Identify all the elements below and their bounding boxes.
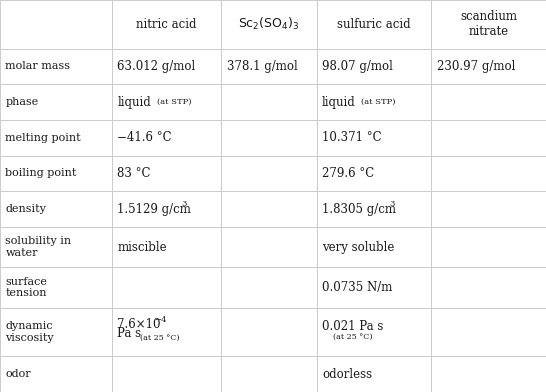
Bar: [317, 227, 431, 267]
Bar: [0, 120, 112, 156]
Text: 98.07 g/mol: 98.07 g/mol: [322, 60, 393, 73]
Bar: [112, 120, 221, 156]
Text: 0.021 Pa s: 0.021 Pa s: [322, 319, 383, 333]
Text: phase: phase: [5, 97, 39, 107]
Text: surface
tension: surface tension: [5, 277, 48, 298]
Text: (at 25 °C): (at 25 °C): [140, 334, 180, 342]
Bar: [431, 356, 546, 392]
Text: 378.1 g/mol: 378.1 g/mol: [227, 60, 298, 73]
Bar: [0, 356, 112, 392]
Bar: [317, 356, 431, 392]
Bar: [112, 0, 221, 49]
Bar: [0, 84, 112, 120]
Bar: [431, 227, 546, 267]
Text: sulfuric acid: sulfuric acid: [337, 18, 411, 31]
Bar: [0, 308, 112, 356]
Text: dynamic
viscosity: dynamic viscosity: [5, 321, 54, 343]
Bar: [221, 120, 317, 156]
Bar: [317, 49, 431, 84]
Bar: [221, 0, 317, 49]
Bar: [317, 267, 431, 308]
Bar: [317, 84, 431, 120]
Bar: [431, 49, 546, 84]
Bar: [221, 49, 317, 84]
Bar: [431, 267, 546, 308]
Text: $\mathregular{Sc_2(SO_4)_3}$: $\mathregular{Sc_2(SO_4)_3}$: [238, 16, 300, 33]
Bar: [0, 156, 112, 191]
Text: nitric acid: nitric acid: [136, 18, 197, 31]
Text: liquid: liquid: [322, 96, 356, 109]
Bar: [0, 227, 112, 267]
Bar: [221, 227, 317, 267]
Text: 1.5129 g/cm: 1.5129 g/cm: [117, 203, 191, 216]
Bar: [112, 191, 221, 227]
Bar: [431, 0, 546, 49]
Bar: [317, 156, 431, 191]
Text: −4: −4: [155, 316, 167, 324]
Bar: [317, 120, 431, 156]
Bar: [0, 191, 112, 227]
Bar: [317, 191, 431, 227]
Bar: [112, 267, 221, 308]
Text: (at STP): (at STP): [361, 98, 396, 106]
Text: 63.012 g/mol: 63.012 g/mol: [117, 60, 195, 73]
Bar: [431, 156, 546, 191]
Text: odor: odor: [5, 369, 31, 379]
Text: −41.6 °C: −41.6 °C: [117, 131, 172, 144]
Text: 7.6×10: 7.6×10: [117, 318, 161, 332]
Text: density: density: [5, 204, 46, 214]
Text: very soluble: very soluble: [322, 241, 395, 254]
Bar: [431, 308, 546, 356]
Text: 83 °C: 83 °C: [117, 167, 151, 180]
Bar: [0, 49, 112, 84]
Text: (at STP): (at STP): [157, 98, 191, 106]
Text: 3: 3: [389, 200, 395, 209]
Text: Pa s: Pa s: [117, 327, 141, 340]
Bar: [431, 120, 546, 156]
Bar: [112, 49, 221, 84]
Text: 1.8305 g/cm: 1.8305 g/cm: [322, 203, 396, 216]
Text: 10.371 °C: 10.371 °C: [322, 131, 382, 144]
Text: boiling point: boiling point: [5, 169, 77, 178]
Bar: [112, 84, 221, 120]
Bar: [0, 267, 112, 308]
Bar: [112, 156, 221, 191]
Bar: [112, 308, 221, 356]
Text: 3: 3: [182, 200, 187, 209]
Bar: [431, 84, 546, 120]
Bar: [0, 0, 112, 49]
Text: 279.6 °C: 279.6 °C: [322, 167, 375, 180]
Text: molar mass: molar mass: [5, 62, 70, 71]
Text: solubility in
water: solubility in water: [5, 236, 72, 258]
Text: odorless: odorless: [322, 368, 372, 381]
Bar: [221, 191, 317, 227]
Bar: [112, 227, 221, 267]
Text: 0.0735 N/m: 0.0735 N/m: [322, 281, 393, 294]
Bar: [431, 191, 546, 227]
Bar: [317, 308, 431, 356]
Bar: [221, 356, 317, 392]
Bar: [317, 0, 431, 49]
Bar: [221, 84, 317, 120]
Text: miscible: miscible: [117, 241, 167, 254]
Text: (at 25 °C): (at 25 °C): [333, 333, 373, 341]
Bar: [221, 267, 317, 308]
Bar: [221, 156, 317, 191]
Text: scandium
nitrate: scandium nitrate: [460, 10, 517, 38]
Bar: [112, 356, 221, 392]
Text: liquid: liquid: [117, 96, 151, 109]
Text: melting point: melting point: [5, 133, 81, 143]
Bar: [221, 308, 317, 356]
Text: 230.97 g/mol: 230.97 g/mol: [437, 60, 515, 73]
